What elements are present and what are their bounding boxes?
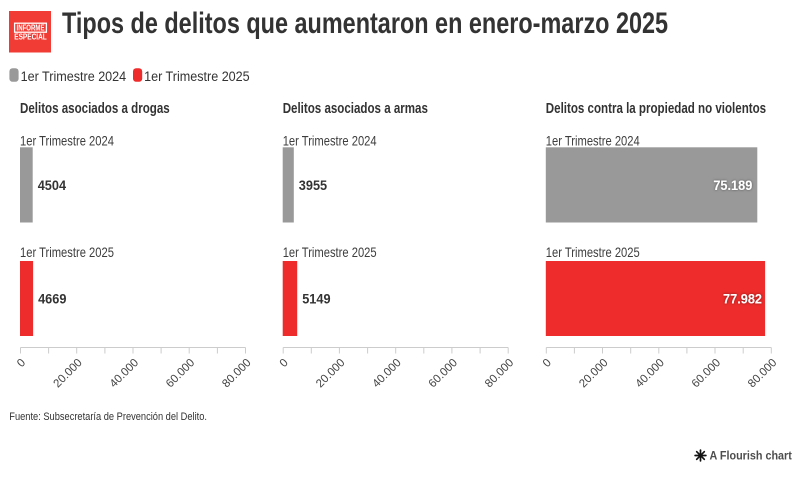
svg-text:Delitos asociados a drogas: Delitos asociados a drogas [20, 100, 170, 117]
svg-text:1er Trimestre 2025: 1er Trimestre 2025 [283, 245, 377, 260]
svg-text:1er Trimestre 2024: 1er Trimestre 2024 [546, 133, 640, 148]
svg-text:1er Trimestre 2024: 1er Trimestre 2024 [20, 133, 114, 148]
svg-text:Fuente: Subsecretaría de Preve: Fuente: Subsecretaría de Prevención del … [9, 411, 207, 423]
svg-text:1er Trimestre 2025: 1er Trimestre 2025 [20, 245, 114, 260]
svg-text:Delitos contra la propiedad no: Delitos contra la propiedad no violentos [546, 100, 766, 117]
svg-text:A Flourish chart: A Flourish chart [710, 450, 793, 463]
svg-text:1er Trimestre 2025: 1er Trimestre 2025 [546, 245, 640, 260]
svg-text:ESPECIAL: ESPECIAL [14, 32, 47, 42]
svg-text:Tipos de delitos que aumentaro: Tipos de delitos que aumentaron en enero… [62, 6, 668, 39]
svg-text:4504: 4504 [38, 178, 67, 194]
svg-text:1er Trimestre 2024: 1er Trimestre 2024 [283, 133, 377, 148]
svg-text:75.189: 75.189 [713, 178, 752, 194]
svg-text:1er Trimestre 2024: 1er Trimestre 2024 [21, 68, 127, 84]
svg-text:5149: 5149 [302, 291, 330, 307]
svg-text:3955: 3955 [299, 178, 328, 194]
svg-text:Delitos asociados a armas: Delitos asociados a armas [283, 100, 428, 117]
svg-text:77.982: 77.982 [723, 291, 762, 307]
svg-text:1er Trimestre 2025: 1er Trimestre 2025 [144, 68, 250, 84]
svg-text:4669: 4669 [38, 291, 66, 307]
svg-text:INFORME: INFORME [17, 24, 45, 33]
